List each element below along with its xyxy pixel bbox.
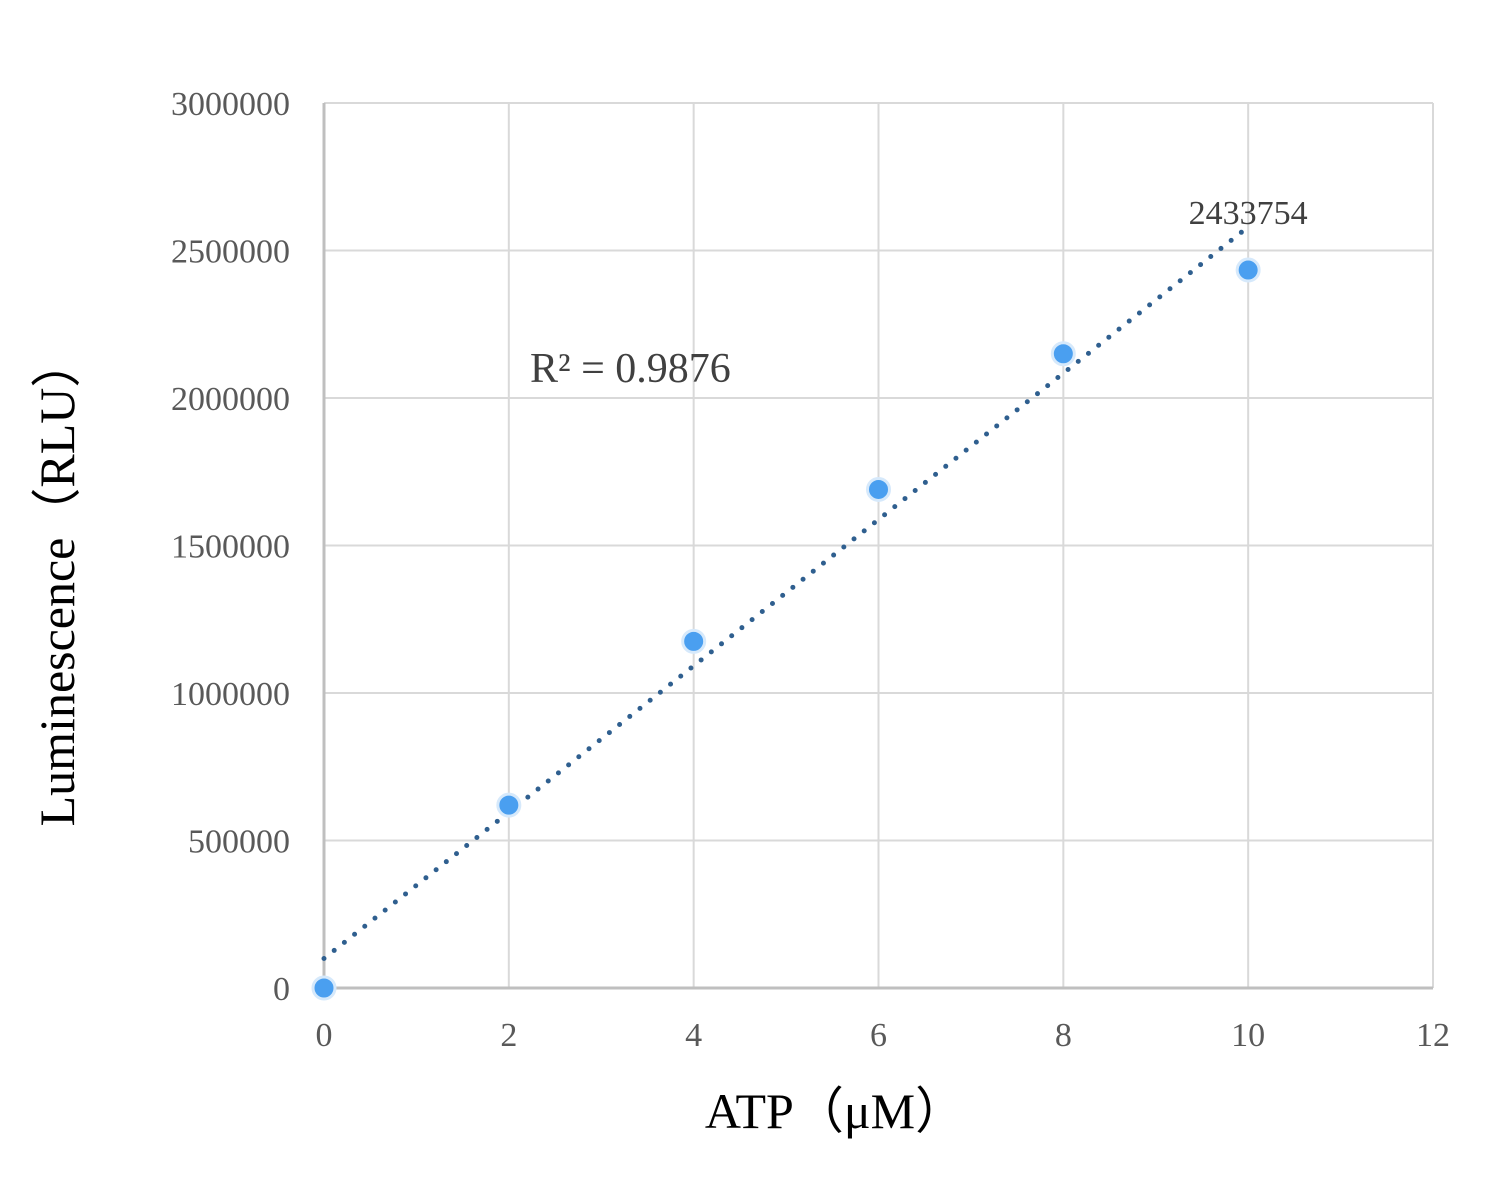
grid [323,102,1434,989]
data-point [496,792,522,818]
x-tick-label: 12 [1416,1017,1450,1054]
y-tick-labels: 0 500000 1000000 1500000 2000000 2500000 30000… [171,86,290,1008]
x-tick-label: 2 [500,1017,517,1054]
trendline [321,224,1251,961]
y-tick-label: 1000000 [171,676,290,713]
data-label: 2433754 [1189,195,1308,232]
x-tick-label: 8 [1055,1017,1072,1054]
y-axis-title: Luminescence（RLU） [29,338,85,827]
data-point [1050,341,1076,367]
y-tick-label: 2500000 [171,234,290,271]
x-tick-label: 4 [685,1017,702,1054]
axes [322,103,1433,990]
data-point [311,975,337,1001]
y-tick-label: 3000000 [171,86,290,123]
data-point [681,628,707,654]
x-tick-label: 10 [1231,1017,1265,1054]
x-tick-labels: 0 2 4 6 8 10 12 [316,1017,1451,1054]
y-tick-label: 1500000 [171,529,290,566]
trendline-path [321,224,1251,961]
data-labels: 2433754 [1189,195,1308,232]
r-squared-label: R² = 0.9876 [530,346,731,392]
x-axis-title: ATP（μM） [705,1083,965,1139]
data-point [866,476,891,502]
x-tick-label: 0 [316,1017,333,1054]
x-tick-label: 6 [870,1017,887,1054]
y-tick-label: 500000 [188,824,290,861]
y-tick-label: 0 [273,971,290,1008]
data-points [311,257,1261,1001]
y-tick-label: 2000000 [171,381,290,418]
data-point [1235,257,1261,283]
